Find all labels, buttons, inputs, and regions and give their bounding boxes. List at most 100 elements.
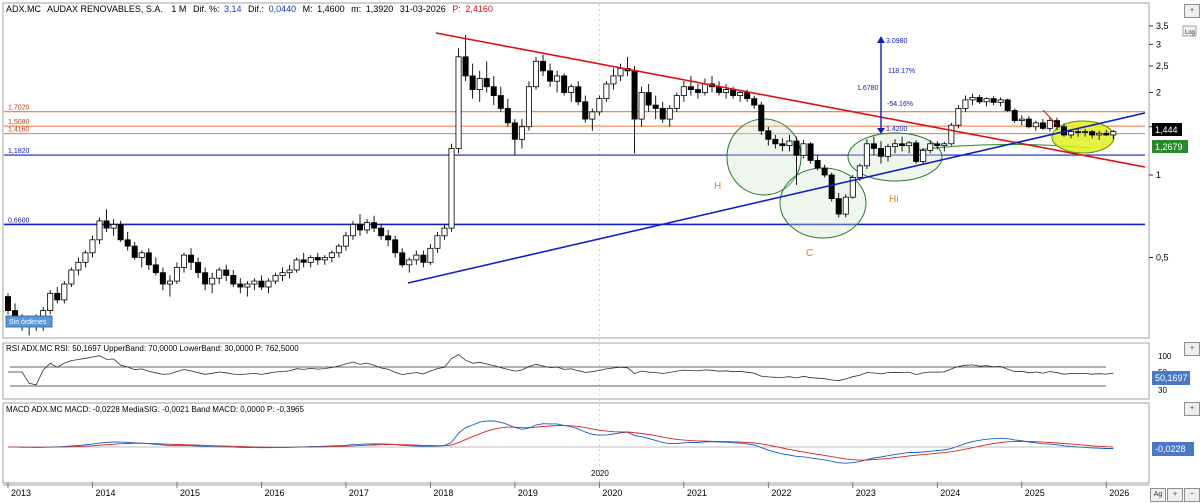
header-dif: 0,0440	[269, 4, 297, 14]
candle	[976, 94, 983, 104]
candle	[589, 108, 596, 131]
candle	[779, 138, 786, 152]
candle	[96, 217, 103, 244]
candle	[1103, 129, 1110, 136]
measure-pct-up: 118.17%	[888, 68, 915, 75]
candle	[216, 267, 223, 285]
measurement-tool[interactable]: 3.0980 118.17% 1.6780 -54.16% 1.4200	[857, 36, 915, 134]
candle-body	[251, 280, 258, 285]
candle-body	[237, 283, 244, 288]
candle	[188, 248, 195, 271]
candle-body	[279, 272, 286, 276]
time-axis-label: 2025	[1025, 488, 1045, 498]
price-axis-label: 1	[1156, 170, 1161, 180]
candle	[230, 270, 237, 288]
rsi-panel-frame	[2, 342, 1150, 400]
candle	[877, 141, 884, 164]
candle	[1053, 117, 1060, 130]
candle-body	[596, 98, 603, 113]
candle	[406, 257, 413, 273]
header-p-label: P:	[452, 4, 461, 14]
zoom-out-button[interactable]: −	[1184, 488, 1200, 502]
candle-body	[124, 239, 131, 247]
price-labels: 1,444 1,2679	[1152, 123, 1188, 153]
price-axis-label: 0,5	[1156, 252, 1169, 262]
macd-panel-frame	[2, 402, 1150, 484]
signal-line	[8, 425, 1114, 461]
candle-body	[307, 257, 314, 263]
candle-body	[511, 122, 518, 140]
price-axis-label: 2,5	[1156, 61, 1169, 71]
price-axis-label: 3,5	[1156, 21, 1169, 31]
candle-body	[300, 259, 307, 263]
candle	[68, 267, 75, 288]
candle-body	[1046, 120, 1053, 129]
candle-body	[1068, 131, 1075, 136]
resistance-line[interactable]	[435, 32, 1146, 168]
candle-body	[314, 257, 321, 261]
candle	[117, 220, 124, 242]
candle	[892, 139, 899, 154]
candle-body	[166, 280, 173, 285]
candle	[166, 275, 173, 297]
candle-body	[173, 266, 180, 282]
header-company: AUDAX RENOVABLES, S.A.	[47, 4, 163, 14]
candle-body	[328, 252, 335, 258]
hs-center-label: C	[806, 248, 813, 259]
candle-body	[145, 252, 152, 266]
candle	[941, 141, 948, 152]
candle-body	[441, 227, 448, 237]
candle	[934, 141, 941, 150]
candle	[5, 293, 11, 315]
candle	[300, 252, 307, 268]
time-axis-label: 2024	[940, 488, 960, 498]
candle	[272, 272, 279, 285]
candle-body	[617, 67, 624, 77]
support-line[interactable]	[407, 112, 1146, 284]
candle	[180, 252, 187, 273]
candle-body	[1082, 131, 1089, 134]
measure-left: 1.6780	[857, 85, 879, 92]
candle	[990, 96, 997, 106]
candle	[455, 48, 462, 154]
candle-body	[497, 95, 504, 109]
candle-body	[645, 92, 652, 106]
header-date: 31-03-2026	[400, 4, 446, 14]
candle	[1110, 129, 1117, 140]
candle	[328, 250, 335, 263]
candle	[195, 257, 202, 279]
candle	[547, 63, 554, 87]
zoom-in-button[interactable]: +	[1167, 488, 1183, 502]
log-button[interactable]: Log	[1182, 25, 1197, 37]
macd-panel-toggle[interactable]: +	[1184, 402, 1200, 416]
candle	[420, 250, 427, 268]
candle-body	[610, 75, 617, 85]
small-resistance-line[interactable]	[1042, 109, 1058, 126]
zoom-ag-button[interactable]: Ag	[1150, 488, 1166, 502]
candle-body	[1096, 132, 1103, 136]
rsi-value-box	[1152, 371, 1190, 385]
macd-value: -0,0228	[1155, 444, 1186, 454]
rsi-panel-toggle[interactable]: +	[1184, 342, 1200, 356]
candle-body	[1039, 122, 1046, 129]
candle-body	[223, 269, 230, 276]
highlight-ellipse	[1051, 120, 1115, 154]
header-dif-pct-label: Dif. %:	[193, 4, 220, 14]
candle	[694, 83, 701, 99]
price-panel-toggle[interactable]: +	[1184, 4, 1200, 18]
candle	[659, 101, 666, 123]
candle	[490, 75, 497, 106]
candle	[554, 70, 561, 93]
time-axis-label: 2015	[180, 488, 200, 498]
header-symbol: ADX.MC	[6, 4, 42, 14]
candle	[349, 220, 356, 240]
candle-body	[828, 174, 835, 200]
candle	[152, 257, 159, 276]
candle	[89, 235, 96, 258]
candle	[476, 70, 483, 102]
no-orders-badge[interactable]: Sin órdenes	[5, 315, 53, 328]
candle-body	[5, 296, 11, 311]
time-axis-label: 2021	[687, 488, 707, 498]
header-period: 1 M	[171, 4, 186, 14]
